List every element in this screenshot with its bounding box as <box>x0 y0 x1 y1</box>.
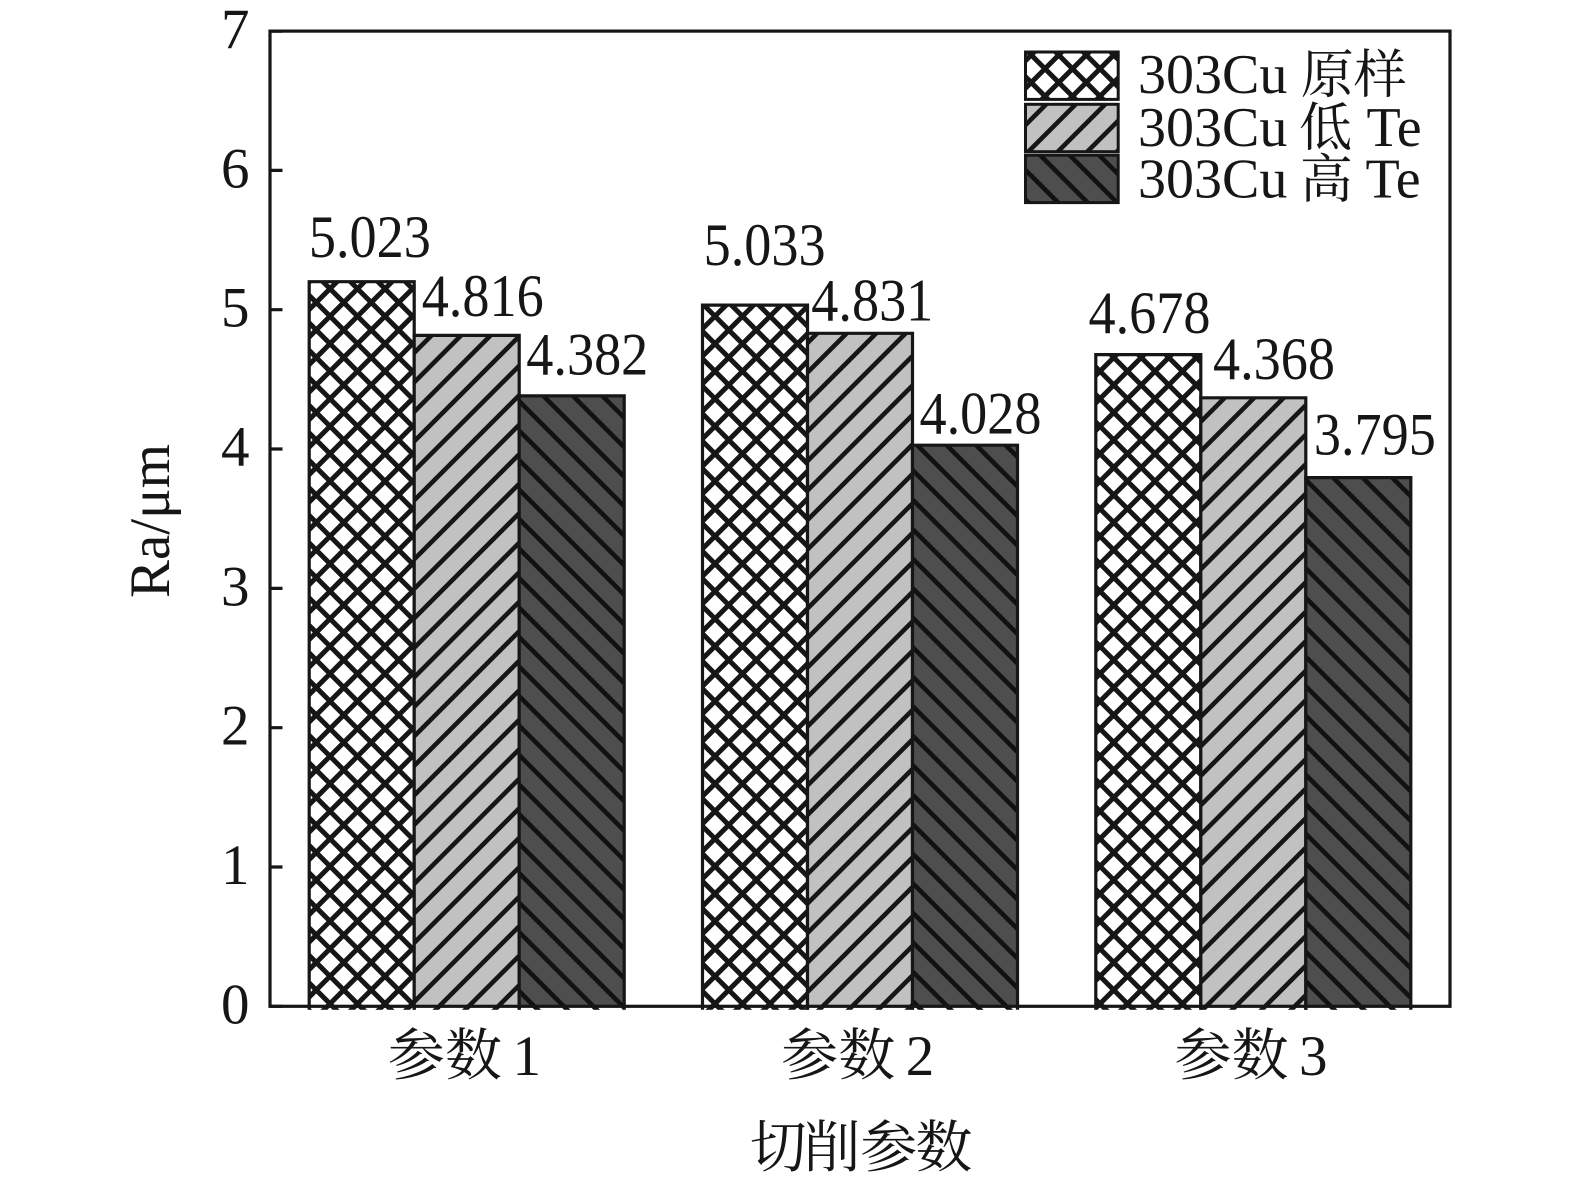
svg-text:Te: Te <box>1366 149 1421 211</box>
svg-text:2: 2 <box>221 695 250 758</box>
svg-text:1: 1 <box>512 1025 541 1088</box>
svg-text:303Cu: 303Cu <box>1138 97 1287 159</box>
svg-text:0: 0 <box>221 973 250 1036</box>
svg-text:3: 3 <box>1299 1025 1328 1088</box>
svg-text:4.028: 4.028 <box>920 380 1042 447</box>
svg-text:303Cu: 303Cu <box>1138 44 1287 106</box>
svg-text:6: 6 <box>221 137 250 200</box>
svg-text:2: 2 <box>906 1025 935 1088</box>
svg-text:4.368: 4.368 <box>1213 326 1335 393</box>
svg-text:303Cu: 303Cu <box>1138 149 1287 211</box>
svg-text:4.831: 4.831 <box>811 268 933 335</box>
svg-text:5: 5 <box>221 277 250 340</box>
svg-text:4: 4 <box>221 416 250 479</box>
svg-text:4.678: 4.678 <box>1089 280 1211 347</box>
svg-text:3.795: 3.795 <box>1314 402 1436 469</box>
svg-text:5.023: 5.023 <box>309 204 431 271</box>
svg-text:5.033: 5.033 <box>704 212 826 279</box>
svg-text:1: 1 <box>221 834 250 897</box>
svg-text:Ra/μm: Ra/μm <box>119 444 182 598</box>
svg-text:Te: Te <box>1367 97 1422 159</box>
svg-text:4.816: 4.816 <box>422 263 544 330</box>
svg-text:4.382: 4.382 <box>526 322 648 389</box>
svg-text:3: 3 <box>221 555 250 618</box>
svg-text:7: 7 <box>221 0 250 61</box>
